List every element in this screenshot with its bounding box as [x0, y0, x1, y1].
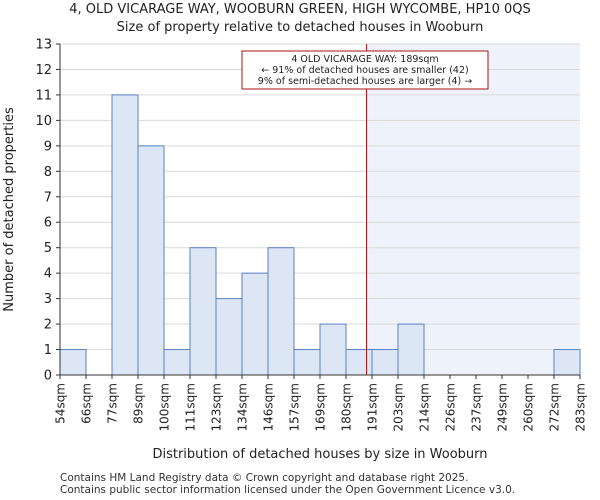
y-tick-label: 9	[44, 139, 52, 154]
annotation-text: 4 OLD VICARAGE WAY: 189sqm	[291, 54, 438, 65]
histogram-bar	[189, 247, 217, 376]
histogram-bar	[215, 298, 243, 376]
y-tick-label: 8	[44, 165, 52, 180]
y-tick-label: 5	[44, 241, 52, 256]
y-tick-label: 1	[44, 343, 52, 358]
y-axis-title: Number of detached properties	[2, 107, 17, 312]
y-tick-label: 12	[35, 63, 52, 78]
y-tick-label: 0	[44, 369, 52, 384]
histogram-bar	[267, 247, 295, 376]
x-tick-label: 180sqm	[340, 383, 354, 431]
x-tick-label: 134sqm	[236, 383, 250, 431]
y-tick-label: 11	[35, 88, 52, 103]
x-tick-label: 89sqm	[132, 383, 146, 424]
histogram-bar	[319, 323, 347, 376]
x-tick-label: 283sqm	[574, 383, 588, 431]
x-axis-title: Distribution of detached houses by size …	[152, 447, 487, 462]
x-tick-label: 191sqm	[366, 383, 380, 431]
annotation-text: 9% of semi-detached houses are larger (4…	[258, 76, 472, 87]
x-tick-label: 123sqm	[210, 383, 224, 431]
chart-title: 4, OLD VICARAGE WAY, WOOBURN GREEN, HIGH…	[69, 2, 531, 17]
y-tick-label: 4	[44, 267, 52, 282]
chart-subtitle: Size of property relative to detached ho…	[116, 20, 484, 35]
y-tick-label: 10	[35, 114, 52, 129]
x-tick-label: 100sqm	[158, 383, 172, 431]
histogram-bar	[111, 94, 139, 376]
x-tick-label: 77sqm	[106, 383, 120, 424]
histogram-bar	[293, 349, 321, 376]
y-tick-label: 3	[44, 292, 52, 307]
footer-copyright: Contains HM Land Registry data © Crown c…	[60, 472, 469, 484]
annotation-text: ← 91% of detached houses are smaller (42…	[261, 65, 468, 76]
y-tick-label: 7	[44, 190, 52, 205]
highlight-region	[366, 44, 580, 375]
x-tick-label: 260sqm	[522, 383, 536, 431]
histogram-bar	[345, 349, 373, 376]
x-tick-label: 237sqm	[470, 383, 484, 431]
histogram-bar	[59, 349, 87, 376]
x-tick-label: 157sqm	[288, 383, 302, 431]
histogram-bar	[397, 323, 425, 376]
x-tick-label: 203sqm	[392, 383, 406, 431]
histogram-bar	[163, 349, 191, 376]
x-tick-label: 214sqm	[418, 383, 432, 431]
x-tick-label: 226sqm	[444, 383, 458, 431]
histogram-bar	[371, 349, 399, 376]
x-tick-label: 146sqm	[262, 383, 276, 431]
annotation-box	[241, 50, 489, 90]
y-tick-label: 2	[44, 318, 52, 333]
x-tick-label: 169sqm	[314, 383, 328, 431]
x-tick-label: 111sqm	[184, 383, 198, 431]
histogram-bar	[553, 349, 581, 376]
footer-licence: Contains public sector information licen…	[60, 484, 516, 496]
x-tick-label: 249sqm	[496, 383, 510, 431]
x-tick-label: 54sqm	[54, 383, 68, 424]
y-tick-label: 13	[35, 38, 52, 53]
histogram-bar	[137, 145, 165, 376]
x-tick-label: 66sqm	[80, 383, 94, 424]
histogram-bar	[241, 272, 269, 376]
y-tick-label: 6	[44, 216, 52, 231]
x-tick-label: 272sqm	[548, 383, 562, 431]
